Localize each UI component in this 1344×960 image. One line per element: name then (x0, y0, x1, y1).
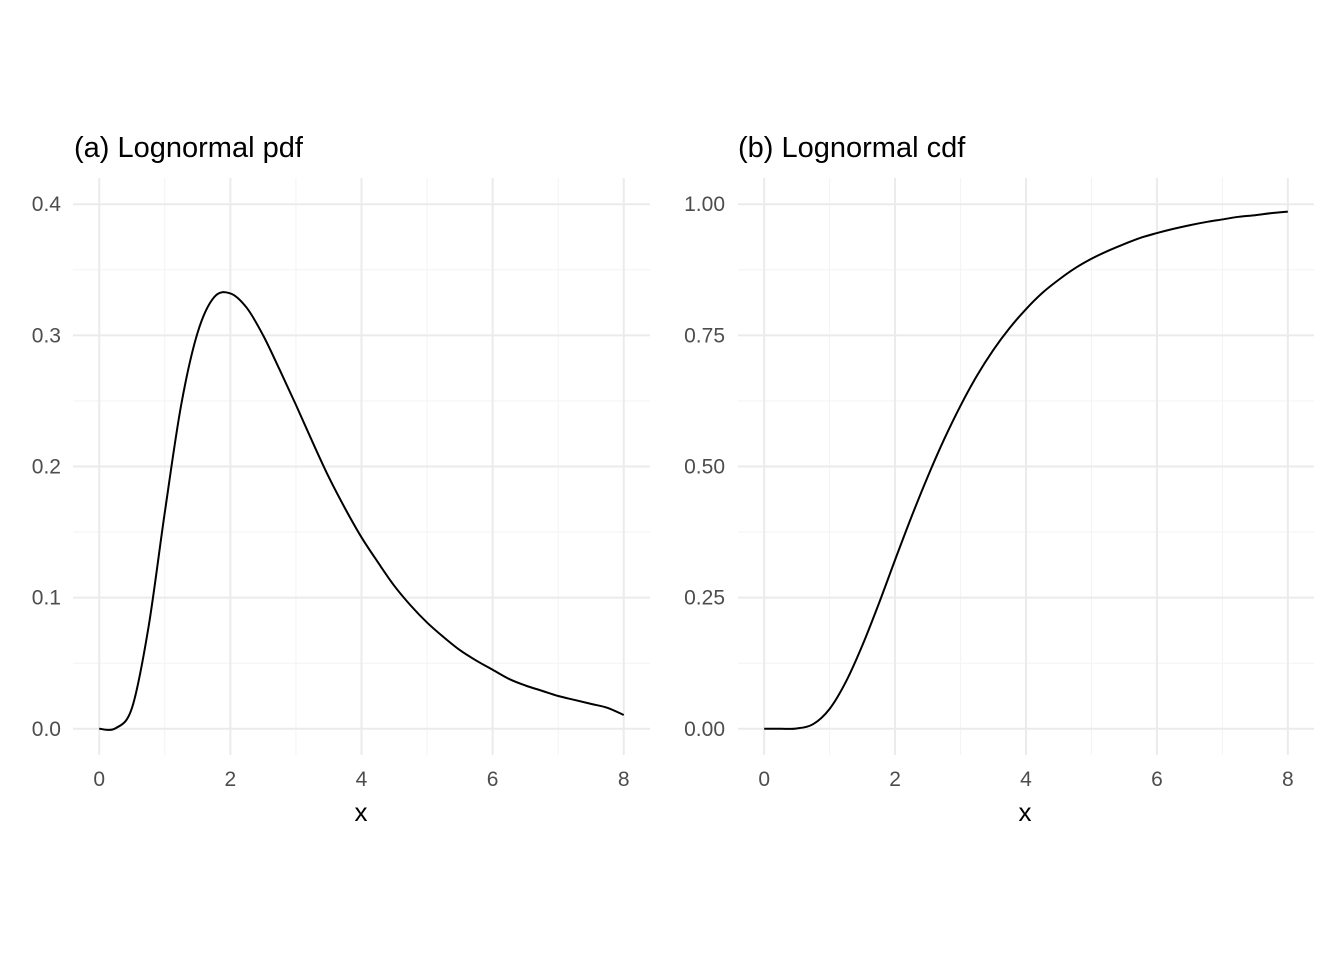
grid (73, 178, 650, 755)
grid (738, 178, 1314, 755)
y-tick-label: 0.0 (32, 718, 61, 741)
series-line (764, 210, 1288, 730)
x-tick-label: 8 (618, 768, 630, 791)
y-tick-label: 0.25 (684, 587, 725, 610)
panel-cdf: (b) Lognormal cdf 0.00 0.25 0.50 0.75 1.00 0… (684, 132, 1314, 827)
y-tick-labels: 0.0 0.1 0.2 0.3 0.4 (32, 193, 62, 741)
y-tick-label: 0.50 (684, 456, 725, 479)
x-tick-label: 6 (487, 768, 499, 791)
x-tick-label: 0 (93, 768, 105, 791)
x-tick-label: 4 (356, 768, 368, 791)
y-tick-label: 0.75 (684, 324, 725, 347)
x-tick-labels: 0 2 4 6 8 (758, 768, 1293, 791)
y-tick-label: 1.00 (684, 193, 725, 216)
y-tick-label: 0.2 (32, 456, 61, 479)
x-tick-label: 0 (758, 768, 770, 791)
y-tick-labels: 0.00 0.25 0.50 0.75 1.00 (684, 193, 725, 741)
x-axis-label: x (1019, 797, 1032, 827)
x-tick-label: 2 (889, 768, 901, 791)
x-tick-label: 4 (1020, 768, 1032, 791)
y-tick-label: 0.00 (684, 718, 725, 741)
chart-title: (b) Lognormal cdf (738, 132, 966, 164)
y-tick-label: 0.1 (32, 587, 61, 610)
chart-title: (a) Lognormal pdf (74, 132, 304, 164)
x-tick-label: 2 (225, 768, 237, 791)
x-tick-label: 8 (1282, 768, 1294, 791)
y-tick-label: 0.3 (32, 324, 61, 347)
series-line (99, 291, 625, 731)
y-tick-label: 0.4 (32, 193, 62, 216)
x-tick-label: 6 (1151, 768, 1163, 791)
x-axis-label: x (355, 797, 368, 827)
x-tick-labels: 0 2 4 6 8 (93, 768, 629, 791)
